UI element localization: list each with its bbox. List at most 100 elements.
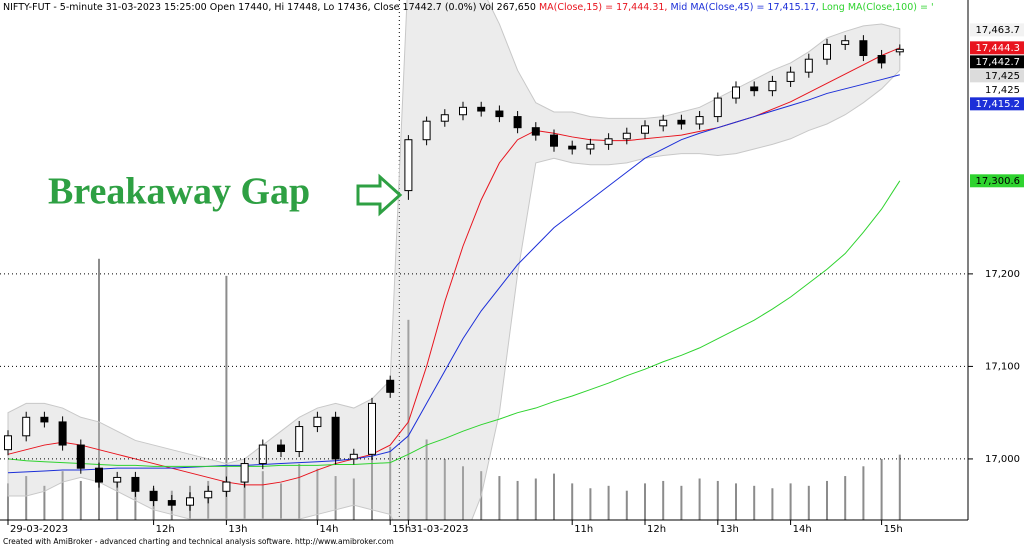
volume-bar <box>79 480 82 520</box>
candle-body <box>586 143 595 150</box>
candle-body <box>95 467 103 483</box>
volume-bar <box>61 471 64 520</box>
volume-bar <box>298 463 301 520</box>
footer: Created with AmiBroker - advanced charti… <box>3 537 394 546</box>
candle-body <box>495 110 504 118</box>
price-label: 17,415.2 <box>975 99 1020 110</box>
candle-body <box>240 463 249 483</box>
volume-bar <box>352 478 355 520</box>
y-tick-label: 17,000 <box>985 454 1020 465</box>
volume-bar <box>225 275 228 520</box>
plot-area <box>4 0 904 520</box>
annotation-arrow <box>356 173 403 217</box>
price-label: 17,463.7 <box>975 25 1020 36</box>
volume-bar <box>407 319 410 520</box>
volume-bar <box>371 456 373 520</box>
candle-body <box>113 476 122 483</box>
candle-body <box>604 138 613 145</box>
candle-body <box>222 481 231 492</box>
ma-line <box>7 74 900 474</box>
candle-body <box>568 145 577 150</box>
chart-title: NIFTY-FUT - 5-minute 31-03-2023 15:25:00… <box>3 2 934 13</box>
volume-bar <box>261 471 264 520</box>
candle-body <box>277 444 285 453</box>
volume-bar <box>735 483 737 520</box>
y-tick-label: 17,200 <box>985 269 1020 280</box>
volume-bar <box>844 476 847 520</box>
candle-body <box>258 444 267 465</box>
x-tick-label: 15h <box>884 524 903 535</box>
price-label-bg <box>970 23 1024 37</box>
volume-bar <box>316 468 319 520</box>
candle-body <box>459 106 467 116</box>
price-label-bg <box>970 41 1024 55</box>
volume-bar <box>334 476 337 520</box>
volume-bar <box>607 485 610 520</box>
volume-bar <box>753 485 756 520</box>
price-label-bg <box>970 83 1024 97</box>
volume-bar <box>880 458 883 520</box>
candle-body <box>149 490 158 502</box>
candle-body <box>186 497 194 506</box>
candle-body <box>313 416 322 428</box>
candle-body <box>22 416 31 437</box>
volume-bar <box>862 466 865 520</box>
volume-bar <box>898 454 901 520</box>
candle-body <box>204 490 213 499</box>
x-tick-label: 14h <box>793 524 812 535</box>
volume-bar <box>134 483 137 520</box>
x-tick-label: 15h <box>392 524 411 535</box>
candle-body <box>823 43 831 60</box>
x-tick-label: 12h <box>156 524 175 535</box>
candle-body <box>295 426 304 453</box>
x-tick-label: 13h <box>720 524 739 535</box>
candle-body <box>677 119 686 125</box>
volume-bar <box>7 483 9 520</box>
price-label-bg <box>970 97 1024 111</box>
title-part: NIFTY-FUT - 5-minute 31-03-2023 15:25:00… <box>3 2 539 13</box>
candle-body <box>404 139 413 192</box>
volume-bar <box>644 483 646 520</box>
x-tick-label: 31-03-2023 <box>410 524 468 535</box>
volume-bar <box>807 485 810 520</box>
x-tick-label: 29-03-2023 <box>10 524 68 535</box>
price-label: 17,444.3 <box>975 43 1020 54</box>
candle-body <box>550 134 558 147</box>
candle-body <box>477 106 486 112</box>
x-tick-label: 12h <box>647 524 666 535</box>
price-label: 17,425 <box>985 85 1020 96</box>
ma-line <box>7 180 901 467</box>
price-label: 17,442.7 <box>975 57 1020 68</box>
volume-bar <box>680 485 683 520</box>
volume-bar <box>243 473 246 520</box>
y-tick-label: 17,100 <box>985 361 1020 372</box>
candle-body <box>531 127 540 136</box>
price-label-bg <box>970 55 1024 69</box>
volume-bar <box>589 488 592 520</box>
volume-bar <box>698 478 701 520</box>
title-part: Mid MA(Close,45) = 17,415.17, <box>670 2 821 13</box>
candle-body <box>167 500 176 506</box>
candle-body <box>877 55 886 64</box>
volume-bar <box>462 466 464 520</box>
candle-body <box>841 40 850 45</box>
volume-bar <box>516 480 519 520</box>
candle-body <box>732 86 740 99</box>
volume-bar <box>498 476 501 520</box>
annotation: Breakaway Gap <box>48 171 310 213</box>
x-tick-label: 13h <box>228 524 247 535</box>
volume-bar <box>280 483 282 520</box>
volume-bar <box>534 478 537 520</box>
volume-bar <box>425 439 428 520</box>
candle-body <box>131 476 140 492</box>
title-part: MA(Close,15) = 17,444.31, <box>539 2 670 13</box>
volume-bar <box>571 483 574 520</box>
volume-bar <box>662 480 665 520</box>
candle-body <box>895 48 904 53</box>
price-label-bg <box>970 69 1024 83</box>
volume-bar <box>553 473 555 520</box>
candle-body <box>422 120 431 141</box>
x-tick-label: 11h <box>574 524 593 535</box>
candle-body <box>786 71 795 82</box>
